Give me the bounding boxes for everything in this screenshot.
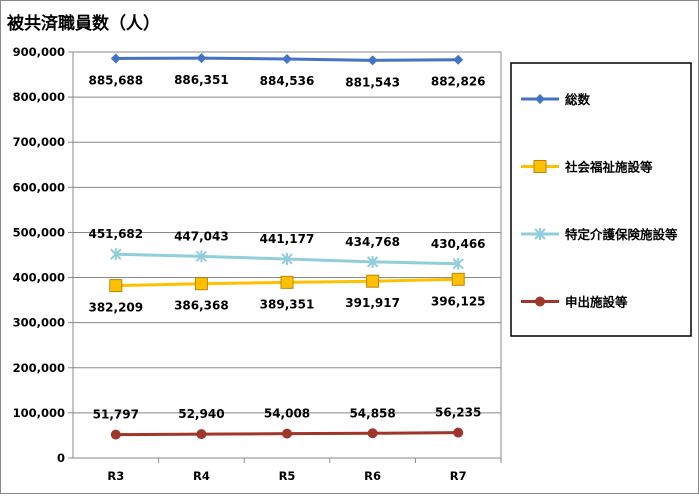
y-tick-label: 100,000 [13, 406, 65, 420]
plot-area [72, 51, 502, 459]
y-tick-label: 700,000 [13, 135, 65, 149]
data-label: 382,209 [88, 301, 143, 315]
y-tick-label: 500,000 [13, 225, 65, 239]
data-point [366, 255, 379, 268]
data-point [366, 274, 380, 288]
y-tick-label: 0 [57, 451, 65, 465]
data-point [367, 55, 378, 66]
y-tick-label: 300,000 [13, 316, 65, 330]
data-point [453, 54, 464, 65]
data-point [452, 257, 464, 270]
data-label: 434,768 [345, 235, 400, 249]
data-point [194, 277, 208, 291]
data-label: 54,858 [349, 406, 395, 420]
x-tick-label: R4 [193, 469, 210, 483]
y-tick-label: 600,000 [13, 180, 65, 194]
legend-marker [535, 94, 545, 104]
data-label: 882,826 [431, 75, 486, 89]
data-label: 51,797 [93, 408, 139, 422]
legend-marker [533, 160, 547, 173]
data-label: 396,125 [431, 294, 486, 308]
data-label: 54,008 [264, 407, 310, 421]
legend-label: 社会福祉施設等 [564, 160, 653, 175]
data-label: 881,543 [345, 75, 400, 89]
data-label: 56,235 [435, 406, 481, 420]
data-point [109, 279, 123, 293]
x-tick-label: R5 [279, 469, 296, 483]
data-point [451, 272, 465, 286]
legend-marker [535, 296, 545, 307]
data-point [110, 53, 121, 64]
data-point [195, 250, 208, 263]
data-label: 451,682 [88, 227, 143, 241]
data-point [110, 248, 122, 261]
data-point [367, 428, 378, 439]
data-label: 441,177 [260, 232, 315, 246]
legend-label: 特定介護保険施設等 [565, 227, 678, 242]
data-label: 885,688 [88, 73, 143, 87]
data-point [110, 429, 121, 440]
data-point [453, 427, 464, 438]
chart-title: 被共済職員数（人） [7, 13, 160, 34]
x-tick-label: R7 [450, 469, 467, 483]
y-tick-label: 800,000 [13, 90, 65, 104]
data-label: 52,940 [178, 407, 224, 421]
x-tick-label: R3 [107, 469, 124, 483]
y-tick-label: 900,000 [13, 45, 65, 59]
data-label: 386,368 [174, 299, 229, 313]
data-point [196, 429, 207, 440]
data-label: 391,917 [345, 296, 400, 310]
legend-marker [534, 228, 546, 240]
data-point [281, 252, 293, 265]
data-point [280, 275, 294, 289]
legend-label: 申出施設等 [565, 295, 628, 310]
data-point [282, 428, 292, 439]
data-point [196, 53, 207, 64]
legend [510, 62, 692, 337]
x-tick-label: R6 [364, 469, 381, 483]
data-label: 430,466 [431, 237, 486, 251]
data-label: 447,043 [174, 229, 229, 243]
y-tick-label: 400,000 [13, 271, 65, 285]
data-label: 389,351 [260, 297, 315, 311]
data-label: 886,351 [174, 73, 229, 87]
data-label: 884,536 [260, 74, 315, 88]
y-tick-label: 200,000 [13, 361, 65, 375]
legend-label: 総数 [565, 92, 591, 107]
data-point [282, 53, 292, 64]
